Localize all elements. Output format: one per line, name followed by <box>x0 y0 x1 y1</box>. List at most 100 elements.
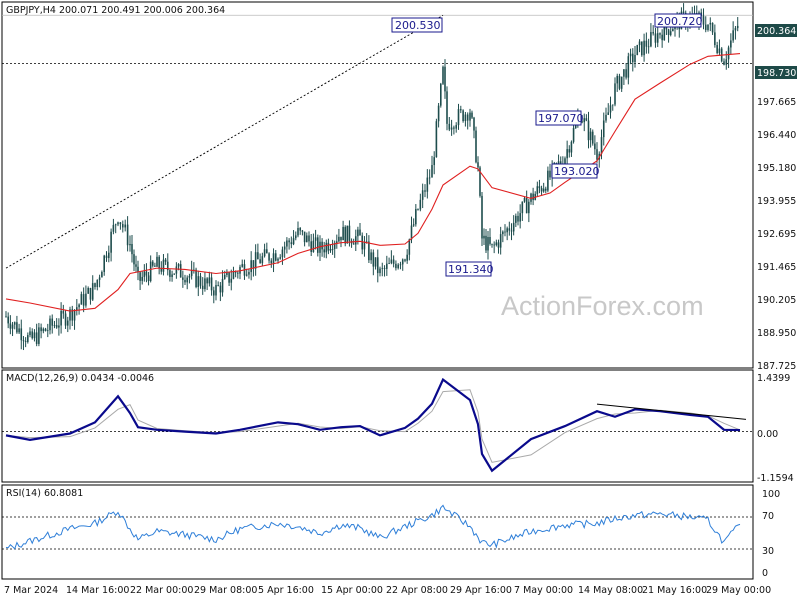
candle-body <box>485 235 487 251</box>
date-label: 7 Mar 2024 <box>4 585 58 596</box>
candle-body <box>493 244 495 246</box>
candle-body <box>7 316 9 324</box>
candle-body <box>31 331 34 339</box>
candle-body <box>73 309 76 321</box>
candle-body <box>254 252 257 269</box>
candle-body <box>60 310 62 326</box>
candle-body <box>329 248 332 251</box>
candle-body <box>475 130 477 163</box>
candle-body <box>297 228 299 236</box>
candle-body <box>440 83 442 106</box>
level-price-tag: 198.730 <box>755 66 797 79</box>
candle-body <box>450 127 453 130</box>
candle-body <box>455 125 457 129</box>
candle-body <box>16 322 18 333</box>
candle-body <box>374 257 377 267</box>
candle-body <box>614 83 616 105</box>
candle-body <box>457 109 460 126</box>
candle-body <box>491 243 493 245</box>
candle-body <box>210 277 213 291</box>
candle-body <box>281 249 284 258</box>
candle-body <box>49 318 51 331</box>
candle-body <box>594 143 596 150</box>
candle-body <box>723 61 725 65</box>
candle-body <box>292 238 295 245</box>
candle-body <box>707 24 709 30</box>
candle-body <box>656 33 659 43</box>
candle-body <box>669 31 672 35</box>
rsi-axis-label: 0 <box>762 568 768 579</box>
candle-body <box>415 209 417 225</box>
candle-body <box>408 239 411 255</box>
candle-body <box>376 257 379 274</box>
candle-body <box>321 241 323 250</box>
candle-body <box>27 335 29 342</box>
candle-body <box>66 320 69 326</box>
macd-axis-label: 0.00 <box>757 429 778 440</box>
candle-body <box>76 307 78 310</box>
date-label: 14 May 08:00 <box>578 585 643 596</box>
candle-body <box>212 290 215 296</box>
candle-body <box>623 69 625 77</box>
price-axis-label: 195.180 <box>757 163 796 174</box>
date-label: 15 Apr 00:00 <box>321 585 383 596</box>
candle-body <box>143 271 146 277</box>
candle-body <box>312 240 315 252</box>
candle-body <box>510 230 513 232</box>
candle-body <box>399 264 402 266</box>
candle-body <box>404 259 406 261</box>
candle-body <box>122 224 124 228</box>
candle-body <box>78 304 80 308</box>
candle-body <box>250 260 252 273</box>
candle-body <box>602 120 605 138</box>
candle-body <box>239 266 241 274</box>
candle-body <box>386 263 388 269</box>
candle-body <box>175 266 178 274</box>
candle-body <box>162 259 165 272</box>
candle-body <box>188 275 191 278</box>
rsi-axis-label: 70 <box>762 511 774 522</box>
callout-label: 197.070 <box>538 112 584 125</box>
candle-body <box>55 325 58 328</box>
candle-body <box>108 252 110 259</box>
candle-body <box>530 193 532 202</box>
candle-body <box>517 215 519 222</box>
candle-body <box>709 22 712 25</box>
candle-body <box>274 253 277 261</box>
candle-body <box>566 149 568 159</box>
candle-body <box>600 137 603 154</box>
candle-body <box>549 170 551 178</box>
candle-body <box>499 234 502 248</box>
candle-body <box>544 188 547 191</box>
date-label: 5 Apr 16:00 <box>258 585 314 596</box>
callout-label: 200.720 <box>657 15 703 28</box>
candle-body <box>401 259 404 265</box>
candle-body <box>532 193 534 200</box>
candle-body <box>605 114 607 121</box>
candle-body <box>18 328 20 333</box>
candle-body <box>716 45 718 54</box>
candle-body <box>154 265 156 267</box>
candle-body <box>611 104 614 106</box>
candle-body <box>91 283 94 300</box>
candle-body <box>618 75 621 89</box>
date-label: 7 May 00:00 <box>514 585 573 596</box>
candle-body <box>426 177 429 192</box>
candle-body <box>126 224 129 246</box>
candle-body <box>352 243 355 245</box>
candle-body <box>131 244 133 255</box>
candle-body <box>184 279 186 283</box>
candle-body <box>464 114 467 122</box>
callout-191340: 191.340 <box>445 261 494 277</box>
candle-body <box>223 274 226 279</box>
candle-body <box>372 252 375 267</box>
candle-body <box>421 190 424 200</box>
candle-body <box>186 277 189 283</box>
macd-header: MACD(12,26,9) 0.0434 -0.0046 <box>6 373 154 384</box>
candle-body <box>634 54 636 63</box>
candle-body <box>119 222 122 225</box>
candle-body <box>730 40 732 48</box>
candle-body <box>147 275 150 282</box>
candle-body <box>725 59 728 65</box>
rsi-axis-label: 100 <box>762 489 780 500</box>
